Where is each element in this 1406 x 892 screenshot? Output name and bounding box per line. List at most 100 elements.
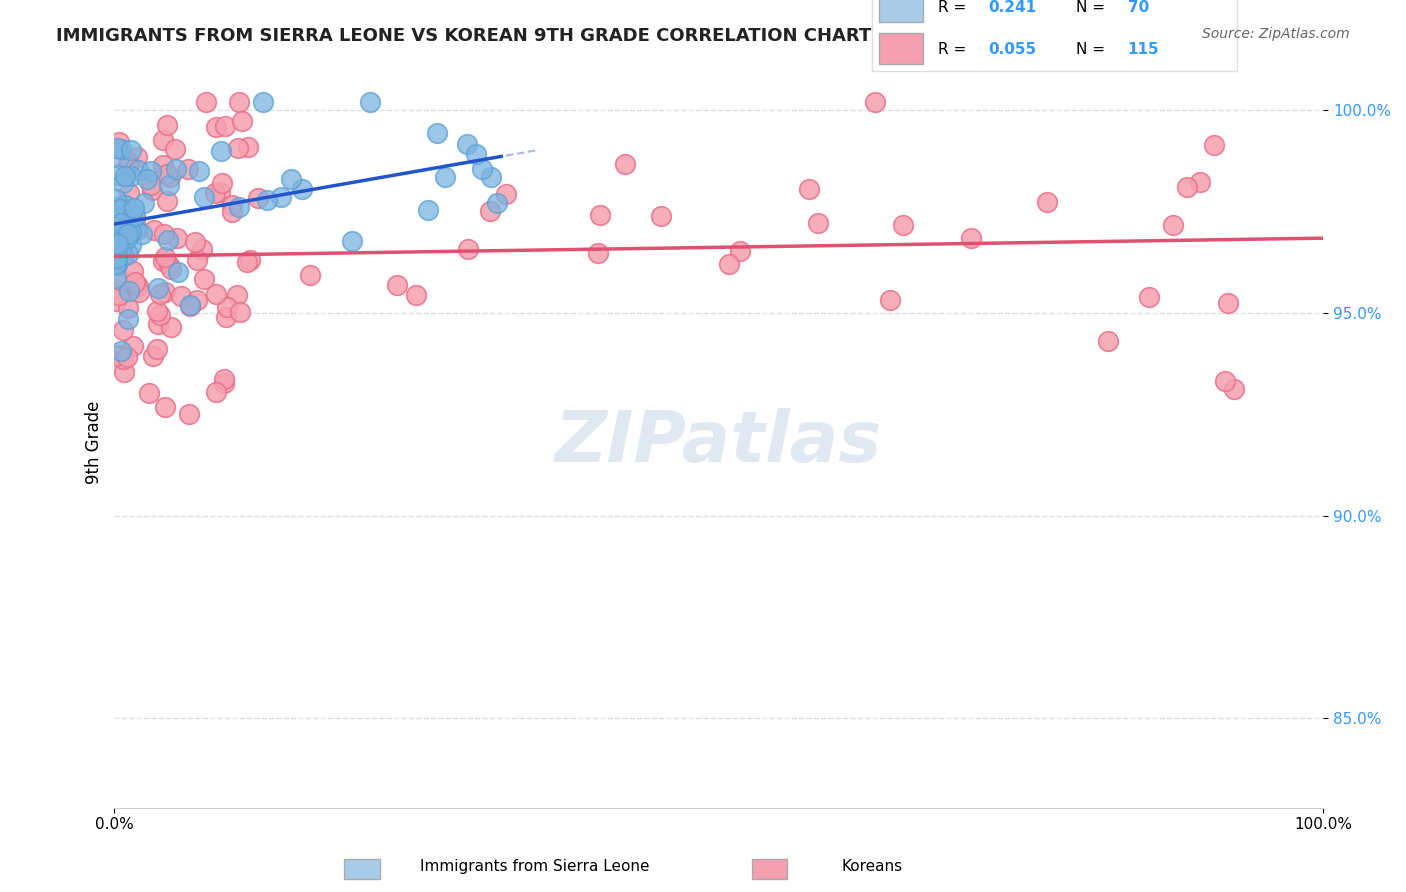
Point [179, 299, 201, 313]
Point [138, 385, 160, 400]
Point [204, 385, 226, 400]
Point [104, 201, 127, 215]
Point [108, 287, 131, 301]
Point [194, 95, 217, 109]
Point [863, 95, 886, 109]
Point [117, 301, 139, 315]
Point [479, 169, 502, 184]
Point [104, 257, 127, 271]
Point [104, 257, 127, 271]
Point [122, 264, 145, 278]
Point [118, 155, 141, 169]
Point [148, 308, 170, 322]
Point [891, 218, 914, 232]
Point [117, 159, 139, 173]
Point [127, 163, 149, 178]
Point [118, 284, 141, 298]
Point [221, 205, 243, 219]
Point [141, 183, 163, 197]
Point [211, 177, 233, 191]
Point [114, 211, 136, 226]
Point [177, 407, 200, 421]
Text: N =: N = [1077, 42, 1111, 56]
Point [179, 298, 201, 312]
Text: 0.055: 0.055 [988, 42, 1036, 56]
Point [426, 126, 449, 140]
Point [111, 323, 134, 337]
Text: 0.241: 0.241 [988, 0, 1036, 14]
Point [205, 120, 228, 134]
Point [170, 288, 193, 302]
Point [135, 172, 157, 186]
Point [718, 257, 741, 271]
Point [124, 278, 146, 293]
Point [205, 286, 228, 301]
Point [155, 194, 177, 209]
Point [107, 168, 129, 182]
Point [184, 235, 207, 250]
Point [1177, 180, 1199, 194]
Point [139, 163, 162, 178]
Point [1137, 289, 1160, 303]
Text: IMMIGRANTS FROM SIERRA LEONE VS KOREAN 9TH GRADE CORRELATION CHART: IMMIGRANTS FROM SIERRA LEONE VS KOREAN 9… [56, 27, 872, 45]
Point [165, 162, 187, 177]
Point [236, 140, 259, 154]
Point [650, 210, 672, 224]
Point [247, 191, 270, 205]
Text: R =: R = [938, 42, 970, 56]
Point [879, 293, 901, 307]
Point [215, 310, 238, 325]
Point [105, 252, 128, 266]
Point [105, 192, 128, 206]
Point [107, 220, 129, 235]
Point [228, 95, 250, 109]
Point [193, 189, 215, 203]
Point [120, 238, 142, 252]
Point [139, 178, 162, 193]
Point [114, 198, 136, 212]
Point [142, 222, 165, 236]
FancyBboxPatch shape [879, 33, 922, 64]
Point [124, 275, 146, 289]
Point [128, 285, 150, 299]
Point [125, 223, 148, 237]
Point [359, 95, 381, 109]
Point [153, 285, 176, 299]
Text: Immigrants from Sierra Leone: Immigrants from Sierra Leone [419, 859, 650, 874]
Point [146, 343, 169, 357]
Point [117, 227, 139, 241]
Point [152, 133, 174, 147]
Point [153, 251, 176, 265]
Point [239, 252, 262, 267]
Point [434, 170, 457, 185]
Point [236, 254, 259, 268]
Point [111, 352, 134, 367]
Point [464, 147, 486, 161]
Point [120, 169, 142, 184]
Point [252, 95, 274, 109]
Point [111, 176, 134, 190]
Point [485, 196, 508, 211]
Point [387, 278, 409, 293]
Point [105, 141, 128, 155]
Point [108, 202, 131, 216]
Point [152, 254, 174, 268]
Point [156, 118, 179, 132]
Point [167, 265, 190, 279]
Point [270, 190, 292, 204]
Point [120, 143, 142, 157]
Point [188, 164, 211, 178]
Point [107, 232, 129, 246]
Point [157, 258, 180, 272]
Point [107, 242, 129, 256]
Point [960, 231, 983, 245]
Point [115, 229, 138, 244]
Point [1097, 334, 1119, 348]
Point [807, 216, 830, 230]
Point [105, 243, 128, 257]
Point [226, 140, 249, 154]
Point [589, 208, 612, 222]
Point [1223, 382, 1246, 396]
Point [114, 169, 136, 183]
Point [221, 198, 243, 212]
